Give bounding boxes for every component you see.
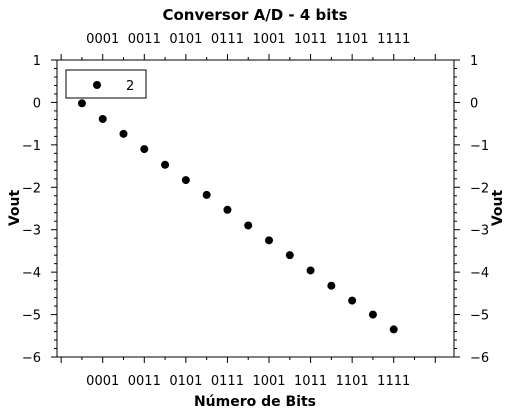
data-point [181,176,190,185]
x-tick-label-bottom: 0001 [86,374,119,389]
x-tick-label-top: 0001 [86,32,119,47]
data-points [77,99,398,334]
y-tick-label-left: −6 [22,351,41,366]
x-tick-label-top: 1111 [377,32,410,47]
x-tick-label-bottom: 1001 [252,374,285,389]
chart-title: Conversor A/D - 4 bits [162,6,347,24]
y-tick-label-right: −6 [470,351,489,366]
data-point [140,145,149,154]
y-tick-label-right: 1 [470,54,478,69]
legend: 2 [65,69,147,99]
data-point [223,205,232,214]
x-tick-label-bottom: 0101 [169,374,202,389]
legend-marker [93,81,101,89]
x-tick-label-bottom: 1011 [294,374,327,389]
x-tick-label-bottom: 0011 [128,374,161,389]
y-tick-label-left: −1 [22,139,41,154]
y-tick-label-right: −2 [470,181,489,196]
legend-box [65,69,147,99]
x-axis-label: Número de Bits [194,394,316,410]
axis-ticks [51,54,460,363]
y-tick-label-right: −4 [470,266,489,281]
y-tick-label-left: −5 [22,309,41,324]
y-axis-label-left: Vout [7,190,23,227]
x-tick-label-top: 0101 [169,32,202,47]
x-tick-label-top: 1001 [252,32,285,47]
y-tick-label-right: −5 [470,309,489,324]
x-tick-label-top: 1101 [336,32,369,47]
data-point [265,236,274,245]
y-tick-label-right: 0 [470,96,478,111]
data-point [119,129,128,138]
axis-tick-labels: 1 1 0 0 −1 −1 −2 −2 −3 −3 −4 −4 −5 −5 −6 −6 0001 0001 0011… [22,32,489,389]
x-tick-label-top: 0111 [211,32,244,47]
data-point [77,99,86,108]
x-tick-label-top: 0011 [128,32,161,47]
y-tick-label-left: 1 [33,54,41,69]
plot-frame [56,59,455,358]
x-tick-label-bottom: 1101 [336,374,369,389]
y-axis-label-right: Vout [490,190,506,227]
data-point [368,310,377,319]
x-tick-label-bottom: 0111 [211,374,244,389]
y-tick-label-right: −1 [470,139,489,154]
y-tick-label-left: 0 [33,96,41,111]
data-point [348,296,357,305]
data-point [389,325,398,334]
legend-label: 2 [126,79,134,94]
data-point [202,190,211,199]
x-tick-label-top: 1011 [294,32,327,47]
x-tick-label-bottom: 1111 [377,374,410,389]
y-tick-label-left: −4 [22,266,41,281]
data-point [98,114,107,123]
y-tick-label-right: −3 [470,224,489,239]
y-tick-label-left: −3 [22,224,41,239]
data-point [244,221,253,230]
y-tick-label-left: −2 [22,181,41,196]
data-point [161,160,170,169]
data-point [285,251,294,260]
data-point [306,266,315,275]
data-point [327,281,336,290]
